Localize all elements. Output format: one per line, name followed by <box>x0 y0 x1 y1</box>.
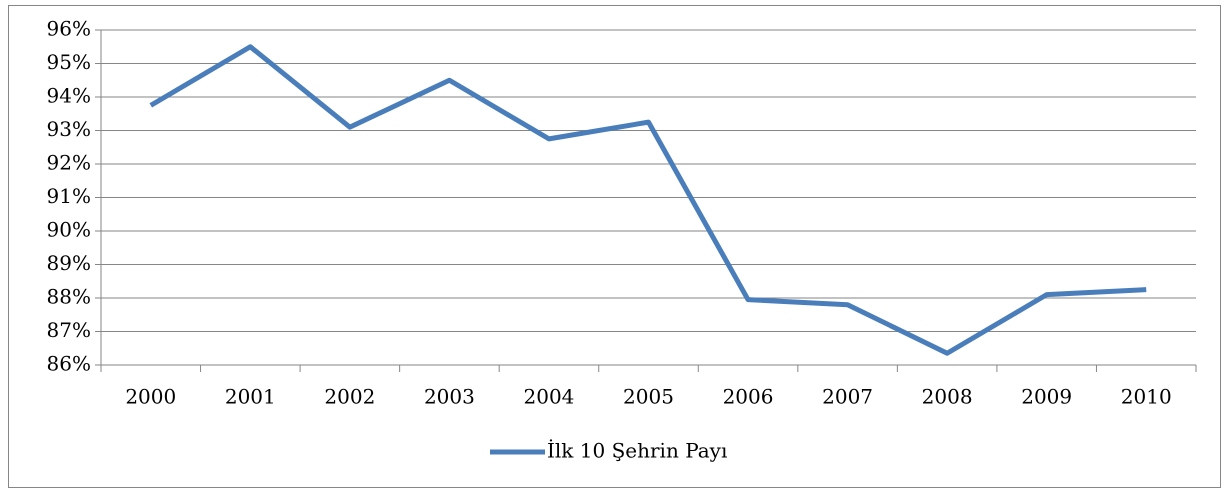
y-tick-label: 91% <box>47 184 91 208</box>
y-tick-label: 86% <box>47 352 91 376</box>
x-tick-label: 2004 <box>524 385 575 409</box>
y-tick-label: 89% <box>47 251 91 275</box>
y-tick-label: 96% <box>47 17 91 41</box>
x-tick-label: 2002 <box>324 385 375 409</box>
x-tick-label: 2007 <box>822 385 873 409</box>
x-tick-label: 2009 <box>1021 385 1072 409</box>
y-tick-label: 94% <box>47 84 91 108</box>
x-tick-label: 2003 <box>424 385 475 409</box>
y-tick-label: 93% <box>47 117 91 141</box>
y-tick-label: 92% <box>47 151 91 175</box>
x-tick-label: 2008 <box>922 385 973 409</box>
series-line <box>149 44 1147 356</box>
x-tick-label: 2006 <box>723 385 774 409</box>
chart-border <box>8 5 1221 488</box>
legend-label: İlk 10 Şehrin Payı <box>547 439 727 463</box>
x-tick-label: 2010 <box>1121 385 1172 409</box>
x-tick-label: 2005 <box>623 385 674 409</box>
x-tick-label: 2000 <box>125 385 176 409</box>
y-tick-label: 87% <box>47 318 91 342</box>
x-tick-label: 2001 <box>225 385 276 409</box>
y-tick-label: 95% <box>47 50 91 74</box>
y-tick-label: 88% <box>47 285 91 309</box>
y-tick-label: 90% <box>47 218 91 242</box>
